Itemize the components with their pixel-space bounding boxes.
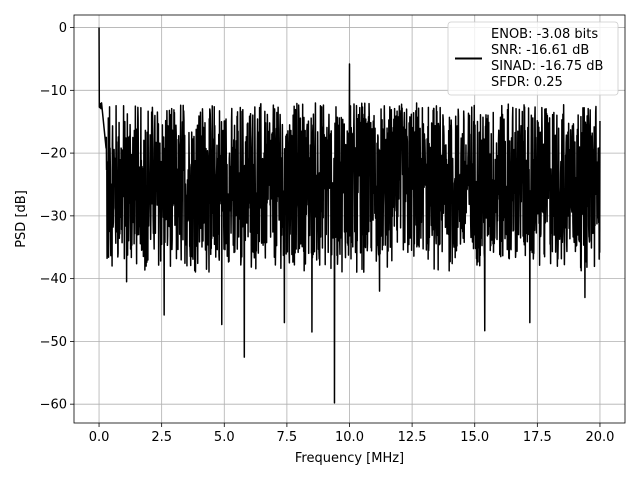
x-tick-label: 17.5 — [523, 430, 552, 445]
y-tick-label: 0 — [59, 21, 67, 36]
x-tick-label: 12.5 — [398, 430, 427, 445]
x-tick-label: 5.0 — [214, 430, 235, 445]
y-tick-label: −30 — [40, 209, 67, 224]
legend-entry-sfdr: SFDR: 0.25 — [491, 75, 563, 90]
psd-trace — [98, 27, 601, 404]
y-tick-label: −50 — [40, 335, 67, 350]
legend-box — [447, 21, 619, 96]
x-axis: 0.0 2.5 5.0 7.5 10.0 12.5 15.0 17.5 20.0 — [89, 423, 614, 445]
legend-entry-enob: ENOB: -3.08 bits — [491, 27, 598, 42]
legend-entry-snr: SNR: -16.61 dB — [491, 43, 589, 58]
legend: ENOB: -3.08 bits SNR: -16.61 dB SINAD: -… — [447, 21, 619, 96]
x-axis-label: Frequency [MHz] — [295, 451, 404, 466]
y-tick-label: −10 — [40, 84, 67, 99]
y-tick-label: −40 — [40, 272, 67, 287]
x-tick-label: 2.5 — [151, 430, 172, 445]
y-axis-label: PSD [dB] — [14, 190, 29, 248]
x-tick-label: 10.0 — [335, 430, 364, 445]
x-tick-label: 15.0 — [460, 430, 489, 445]
x-tick-label: 20.0 — [585, 430, 614, 445]
legend-entry-sinad: SINAD: -16.75 dB — [491, 59, 603, 74]
psd-series-line — [98, 27, 601, 404]
y-tick-label: −20 — [40, 147, 67, 162]
x-tick-label: 0.0 — [89, 430, 110, 445]
y-axis: 0 −10 −20 −30 −40 −50 −60 — [40, 21, 74, 413]
x-tick-label: 7.5 — [277, 430, 298, 445]
y-tick-label: −60 — [40, 398, 67, 413]
